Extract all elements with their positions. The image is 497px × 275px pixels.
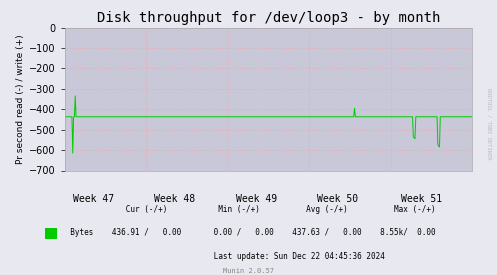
Text: RRDTOOL / TOBI OETIKER: RRDTOOL / TOBI OETIKER bbox=[486, 88, 491, 160]
Text: Week 50: Week 50 bbox=[317, 194, 358, 204]
Text: Week 48: Week 48 bbox=[154, 194, 195, 204]
Text: Munin 2.0.57: Munin 2.0.57 bbox=[223, 268, 274, 274]
Text: Cur (-/+)           Min (-/+)          Avg (-/+)          Max (-/+): Cur (-/+) Min (-/+) Avg (-/+) Max (-/+) bbox=[61, 205, 436, 214]
Text: Week 49: Week 49 bbox=[236, 194, 277, 204]
Text: Week 51: Week 51 bbox=[401, 194, 442, 204]
Title: Disk throughput for /dev/loop3 - by month: Disk throughput for /dev/loop3 - by mont… bbox=[97, 11, 440, 25]
Text: Bytes    436.91 /   0.00       0.00 /   0.00    437.63 /   0.00    8.55k/  0.00: Bytes 436.91 / 0.00 0.00 / 0.00 437.63 /… bbox=[61, 228, 435, 237]
Text: Week 47: Week 47 bbox=[73, 194, 114, 204]
Text: Last update: Sun Dec 22 04:45:36 2024: Last update: Sun Dec 22 04:45:36 2024 bbox=[112, 252, 385, 261]
Y-axis label: Pr second read (-) / write (+): Pr second read (-) / write (+) bbox=[16, 34, 25, 164]
